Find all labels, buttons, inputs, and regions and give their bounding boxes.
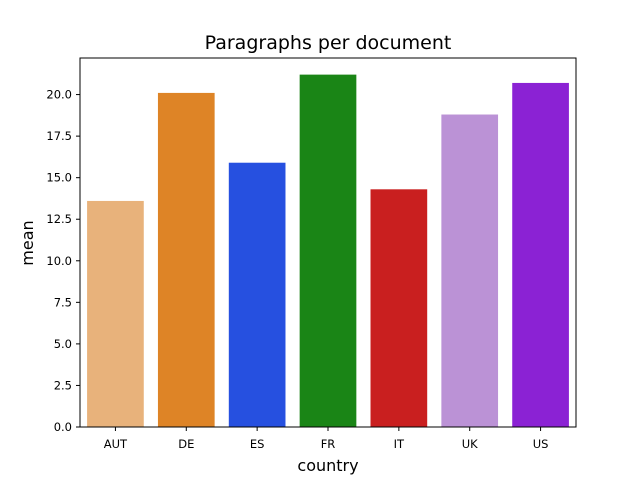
y-tick-label: 20.0 <box>46 88 72 102</box>
x-tick-label: UK <box>462 437 478 451</box>
x-tick-label: US <box>533 437 549 451</box>
bar-us <box>512 82 569 427</box>
x-tick-label: IT <box>394 437 405 451</box>
y-tick-label: 0.0 <box>54 420 72 434</box>
y-axis: 0.0 2.5 5.0 7.5 10.0 12.5 15.0 17.5 20.0 <box>46 88 80 434</box>
y-tick-label: 7.5 <box>54 295 72 309</box>
bar-it <box>370 189 428 427</box>
chart-title: Paragraphs per document <box>205 32 452 54</box>
x-tick-label: FR <box>321 437 336 451</box>
y-axis-label: mean <box>18 220 37 265</box>
bar-aut <box>87 200 144 427</box>
y-tick-label: 2.5 <box>54 378 72 392</box>
y-tick-label: 17.5 <box>46 129 72 143</box>
x-axis-label: country <box>297 456 358 475</box>
x-tick-label: ES <box>250 437 265 451</box>
x-tick-label: AUT <box>104 437 128 451</box>
bars-group <box>87 74 569 428</box>
bar-fr <box>299 74 357 428</box>
bar-uk <box>441 114 499 427</box>
bar-de <box>157 92 215 428</box>
x-tick-label: DE <box>178 437 194 451</box>
y-tick-label: 12.5 <box>46 212 72 226</box>
y-tick-label: 15.0 <box>46 171 72 185</box>
bar-es <box>228 162 286 427</box>
x-axis: AUT DE ES FR IT UK US <box>104 427 549 451</box>
plot-frame <box>79 57 577 428</box>
y-tick-label: 5.0 <box>54 337 72 351</box>
y-tick-label: 10.0 <box>46 254 72 268</box>
